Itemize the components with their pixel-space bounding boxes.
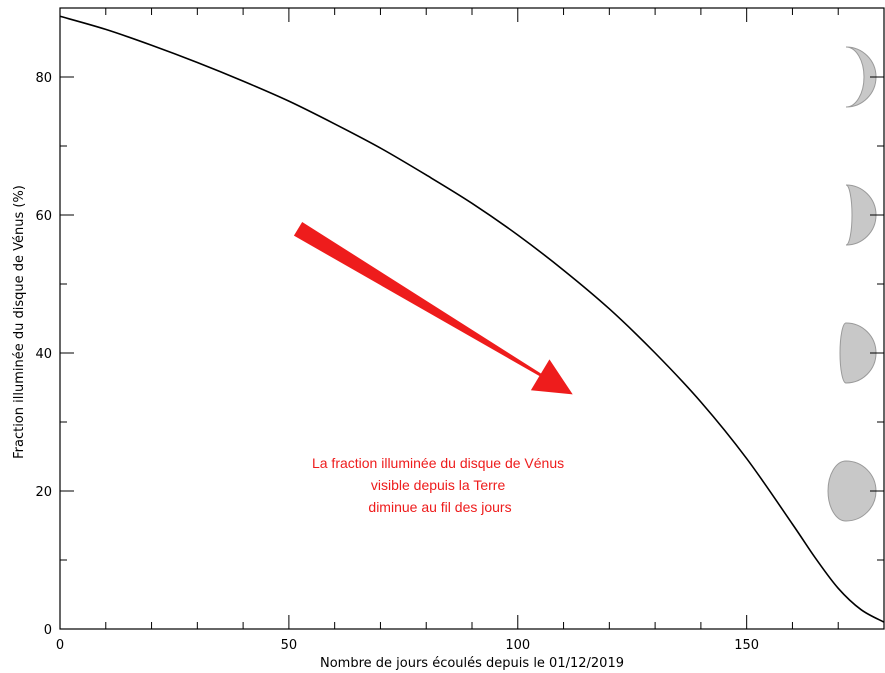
venus-phase-icon bbox=[839, 322, 877, 384]
venus-phase-icon bbox=[845, 46, 877, 108]
x-tick-label: 100 bbox=[505, 638, 530, 653]
annotation-line-3: diminue au fil des jours bbox=[368, 499, 511, 515]
annotation-line-1: La fraction illuminée du disque de Vénus bbox=[312, 455, 564, 471]
y-tick-label: 0 bbox=[44, 623, 52, 638]
x-axis-label: Nombre de jours écoulés depuis le 01/12/… bbox=[320, 656, 624, 671]
x-tick-label: 150 bbox=[734, 638, 759, 653]
venus-phase-icon bbox=[827, 460, 877, 522]
y-axis-label: Fraction illuminée du disque de Vénus (%… bbox=[12, 185, 27, 459]
annotation-text: La fraction illuminée du disque de Vénus… bbox=[312, 455, 568, 515]
annotation-line-2: visible depuis la Terre bbox=[371, 477, 506, 493]
plot-frame bbox=[59, 7, 885, 630]
y-tick-label: 40 bbox=[35, 347, 52, 362]
venus-phase-icon bbox=[845, 184, 877, 246]
annotation-arrow bbox=[293, 221, 573, 395]
x-tick-label: 0 bbox=[56, 638, 64, 653]
phase-markers bbox=[827, 46, 877, 522]
y-tick-label: 60 bbox=[35, 209, 52, 224]
tick-labels: 0 50 100 150 0 20 40 60 80 bbox=[35, 71, 759, 653]
arrow-icon bbox=[293, 221, 573, 395]
axis-ticks bbox=[59, 8, 885, 630]
x-tick-label: 50 bbox=[281, 638, 298, 653]
y-tick-label: 80 bbox=[35, 71, 52, 86]
plot-area bbox=[59, 15, 885, 623]
y-tick-label: 20 bbox=[35, 485, 52, 500]
illuminated-fraction-line bbox=[59, 15, 885, 623]
